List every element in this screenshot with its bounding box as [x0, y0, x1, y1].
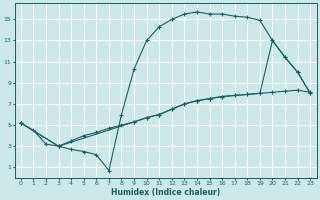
X-axis label: Humidex (Indice chaleur): Humidex (Indice chaleur): [111, 188, 220, 197]
